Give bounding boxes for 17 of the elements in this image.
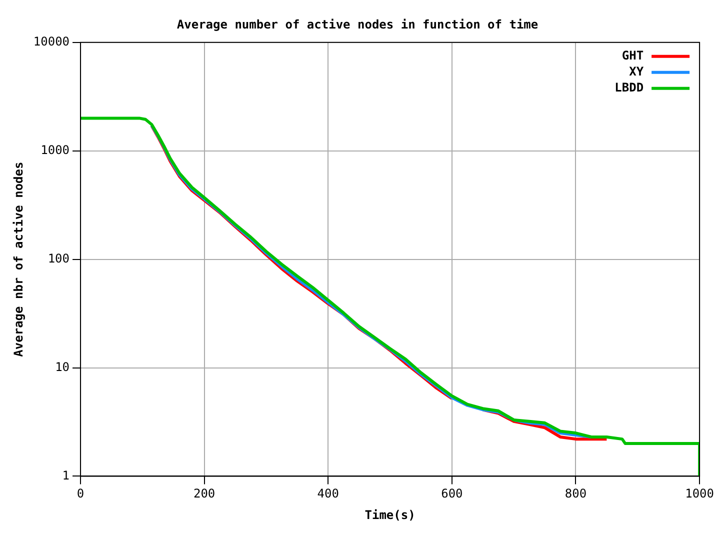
x-tick-label: 200: [193, 486, 216, 501]
legend-label: LBDD: [614, 80, 644, 95]
x-tick-label: 400: [317, 486, 339, 501]
y-tick-label: 100: [48, 251, 70, 266]
x-tick-label: 1000: [685, 486, 714, 501]
y-tick-label: 10000: [33, 34, 70, 49]
x-tick-label: 800: [564, 486, 587, 501]
legend-label: GHT: [622, 48, 644, 63]
x-tick-label: 0: [76, 486, 84, 501]
x-axis-title: Time(s): [364, 508, 416, 522]
x-tick-label: 600: [441, 486, 463, 501]
y-tick-label: 1: [62, 468, 70, 482]
y-tick-label: 10: [55, 360, 70, 374]
y-axis-title: Average nbr of active nodes: [11, 162, 26, 357]
chart-title: Average number of active nodes in function of time: [176, 17, 538, 32]
y-tick-label: 1000: [40, 142, 70, 157]
legend-label: XY: [629, 64, 644, 79]
